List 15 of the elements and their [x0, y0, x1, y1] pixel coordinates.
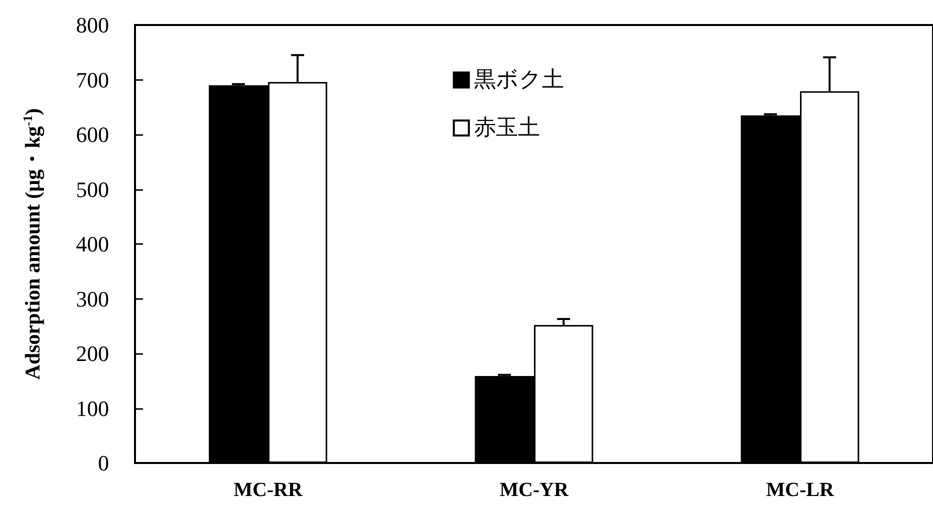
legend-label: 赤玉土	[474, 116, 540, 140]
y-tick-label: 800	[76, 12, 109, 38]
x-tick-label: MC-YR	[500, 479, 569, 501]
y-tick-label: 0	[98, 450, 109, 476]
y-tick-label: 600	[76, 122, 109, 147]
x-tick-label: MC-LR	[766, 479, 834, 501]
y-tick-label: 400	[76, 232, 109, 256]
y-tick-label: 500	[76, 176, 109, 202]
x-tick-label: MC-RR	[234, 479, 303, 501]
y-axis-title: Adsorption amount (µg・kg-1)	[20, 108, 44, 380]
y-tick-label: 700	[76, 67, 109, 92]
y-tick-label: 100	[76, 396, 109, 421]
y-tick-label: 200	[76, 341, 109, 366]
y-tick-label: 300	[76, 286, 109, 312]
legend-label: 黒ボク土	[474, 68, 564, 92]
